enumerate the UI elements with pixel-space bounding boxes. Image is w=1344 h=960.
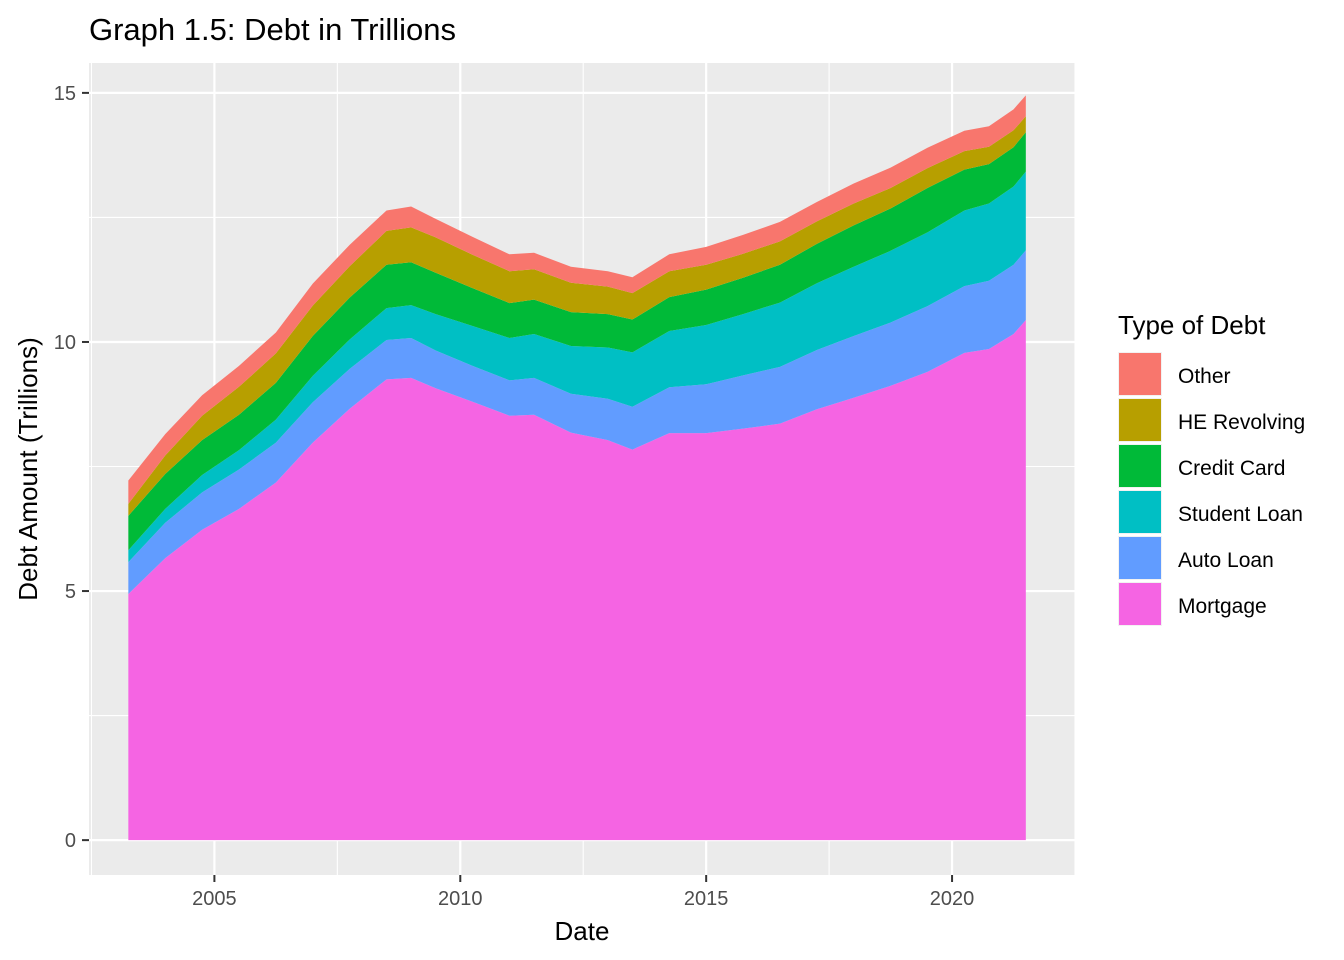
area-he-revolving <box>128 116 1026 516</box>
legend-swatch-student-loan <box>1119 491 1161 533</box>
legend-label-he-revolving: HE Revolving <box>1178 411 1305 434</box>
area-credit-card <box>128 132 1026 551</box>
legend-title: Type of Debt <box>1118 310 1266 340</box>
legend-swatch-he-revolving <box>1119 399 1161 441</box>
area-auto-loan <box>128 250 1026 595</box>
x-axis-title: Date <box>555 916 610 946</box>
y-axis-title: Debt Amount (Trillions) <box>13 337 43 600</box>
legend-keys: Other HE Revolving Credit Card Student Loan… <box>1118 352 1305 626</box>
area-other <box>128 95 1026 504</box>
legend-label-credit-card: Credit Card <box>1178 457 1285 480</box>
legend: Type of Debt Other HE Revolving Credit Car… <box>1118 310 1305 626</box>
area-mortgage <box>128 320 1026 841</box>
chart-title: Graph 1.5: Debt in Trillions <box>89 12 456 47</box>
y-axis: 0 5 10 15 <box>54 83 89 852</box>
area-student-loan <box>128 171 1026 563</box>
y-tick-label: 15 <box>54 83 76 105</box>
y-tick-label: 10 <box>54 332 76 354</box>
legend-swatch-auto-loan <box>1119 537 1161 579</box>
x-tick-label: 2010 <box>438 888 483 910</box>
legend-label-other: Other <box>1178 365 1231 388</box>
x-axis: 2005 2010 2015 2020 <box>192 875 974 910</box>
legend-label-student-loan: Student Loan <box>1178 503 1303 526</box>
y-tick-label: 0 <box>65 830 76 852</box>
x-tick-label: 2005 <box>192 888 237 910</box>
y-tick-label: 5 <box>65 581 76 603</box>
x-tick-label: 2020 <box>930 888 975 910</box>
legend-label-mortgage: Mortgage <box>1178 595 1267 618</box>
stacked-areas <box>128 95 1026 841</box>
legend-swatch-other <box>1119 353 1161 395</box>
legend-label-auto-loan: Auto Loan <box>1178 549 1274 572</box>
legend-swatch-credit-card <box>1119 445 1161 487</box>
x-tick-label: 2015 <box>684 888 729 910</box>
legend-swatch-mortgage <box>1119 583 1161 625</box>
